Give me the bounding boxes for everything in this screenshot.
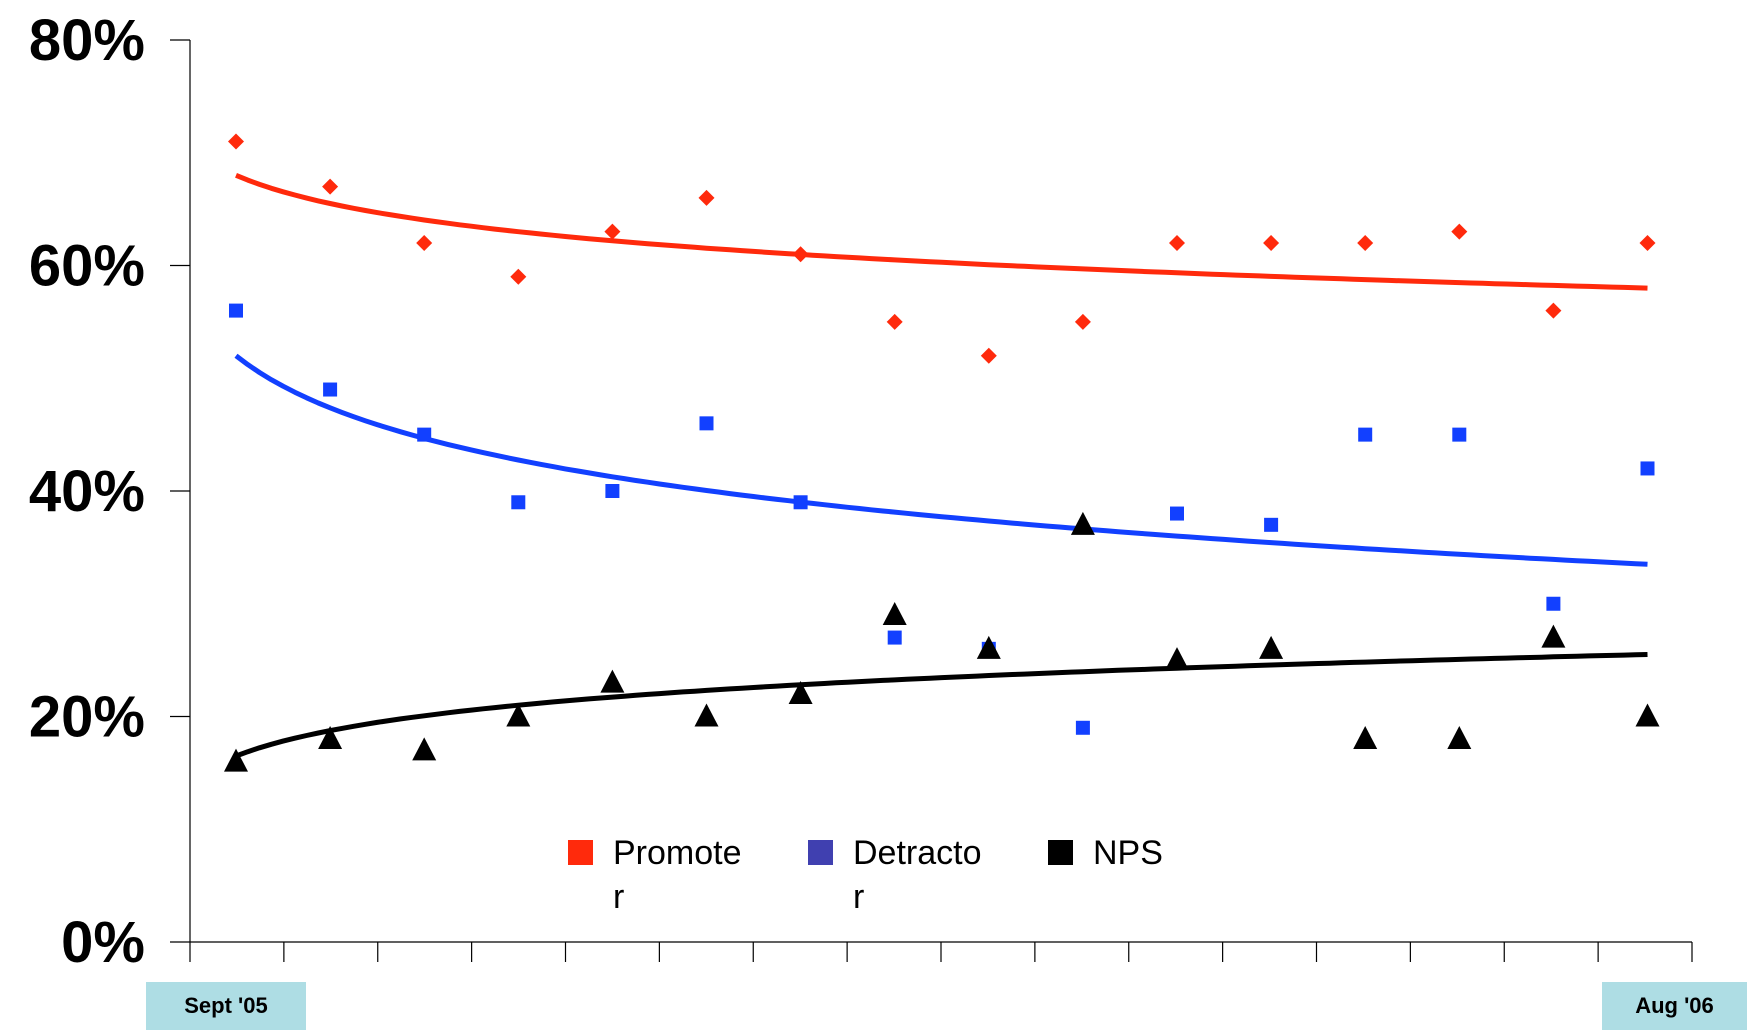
- legend-swatch-promoter: [568, 840, 593, 865]
- point-nps: [506, 703, 531, 727]
- legend-label-promoter: Promote: [613, 834, 742, 872]
- point-detractor: [605, 484, 620, 498]
- legend-label-promoter: r: [613, 878, 624, 916]
- point-nps: [412, 737, 437, 761]
- point-nps: [694, 703, 719, 727]
- point-detractor: [323, 382, 338, 397]
- point-nps: [1259, 635, 1284, 659]
- point-detractor: [1170, 506, 1184, 521]
- legend-label-detractor: Detracto: [853, 834, 982, 872]
- point-nps: [1353, 726, 1378, 750]
- point-promoter: [416, 234, 433, 251]
- point-nps: [600, 669, 625, 693]
- x-end-label: Aug '06: [1602, 982, 1747, 1030]
- point-nps: [788, 680, 813, 704]
- point-nps: [1165, 647, 1189, 671]
- point-promoter: [1074, 313, 1091, 330]
- point-promoter: [604, 223, 621, 240]
- point-detractor: [699, 416, 714, 431]
- point-promoter: [886, 313, 903, 330]
- point-promoter: [1639, 234, 1656, 251]
- point-detractor: [1264, 517, 1279, 532]
- point-promoter: [698, 189, 715, 206]
- point-promoter: [792, 246, 809, 263]
- point-nps: [224, 748, 248, 772]
- point-nps: [318, 726, 343, 750]
- point-promoter: [322, 178, 339, 195]
- point-detractor: [1452, 427, 1467, 442]
- data-points: [224, 133, 1660, 772]
- point-promoter: [1451, 223, 1468, 240]
- y-tick-label: 20%: [29, 685, 145, 750]
- point-promoter: [228, 133, 244, 150]
- y-tick-label: 0%: [61, 910, 145, 975]
- point-nps: [976, 635, 1001, 659]
- point-detractor: [417, 427, 432, 442]
- point-promoter: [1545, 302, 1562, 319]
- point-detractor: [1075, 720, 1090, 735]
- y-tick-label: 60%: [29, 234, 145, 299]
- point-detractor: [1358, 427, 1373, 442]
- point-nps: [1635, 703, 1660, 727]
- point-detractor: [229, 303, 243, 318]
- point-promoter: [1357, 234, 1374, 251]
- legend-swatch-detractor: [808, 840, 833, 865]
- legend-label-nps: NPS: [1093, 834, 1163, 872]
- trend-line-promoter: [235, 172, 1648, 291]
- point-detractor: [793, 495, 808, 510]
- y-tick-label: 40%: [29, 459, 145, 524]
- point-nps: [1447, 726, 1472, 750]
- point-detractor: [1546, 596, 1561, 611]
- point-promoter: [1169, 234, 1185, 251]
- legend-label-detractor: r: [853, 878, 864, 916]
- point-detractor: [511, 495, 526, 510]
- trend-lines: [234, 172, 1648, 759]
- x-start-label: Sept '05: [146, 982, 306, 1030]
- axes: 0% 20% 40% 60% 80%: [29, 8, 1693, 975]
- point-detractor: [1640, 461, 1655, 476]
- point-nps: [882, 602, 907, 626]
- point-nps: [1070, 511, 1095, 535]
- y-tick-label: 80%: [29, 8, 145, 73]
- trend-line-detractor: [234, 353, 1648, 567]
- point-promoter: [1263, 234, 1280, 251]
- point-detractor: [887, 630, 902, 645]
- point-nps: [1541, 624, 1566, 648]
- point-promoter: [980, 347, 997, 364]
- point-promoter: [510, 268, 527, 285]
- trend-line-nps: [235, 652, 1648, 759]
- legend: Promote r Detracto r NPS: [568, 834, 1163, 916]
- legend-swatch-nps: [1048, 840, 1073, 865]
